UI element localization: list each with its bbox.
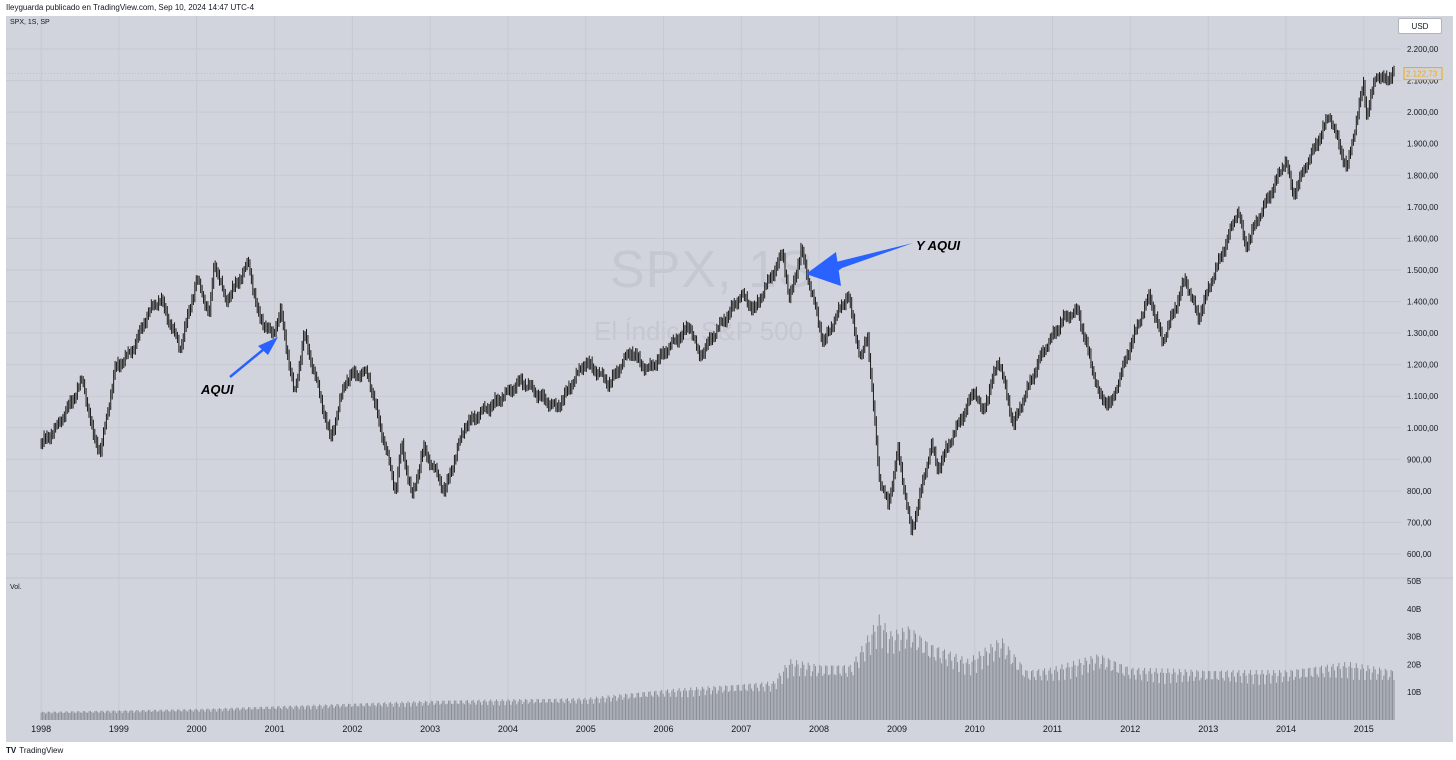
currency-selector[interactable]: USD	[1398, 18, 1442, 34]
y-tick-label: 700,00	[1407, 518, 1432, 527]
y-tick-label: 800,00	[1407, 487, 1432, 496]
x-tick-label: 2005	[576, 724, 596, 734]
x-tick-label: 1999	[109, 724, 129, 734]
y-tick-label: 1.400,00	[1407, 298, 1439, 307]
last-price-label: 2.122,73	[1406, 70, 1438, 79]
chart-canvas[interactable]: 1998 1999 2000 2001 2002 2003 2004 2005 2006 2007…	[6, 16, 1453, 742]
x-tick-label: 2013	[1198, 724, 1218, 734]
price-candles	[40, 65, 1395, 536]
y-tick-label: 1.700,00	[1407, 203, 1439, 212]
chart-pane[interactable]: SPX, 1S El Índice S&P 500 1998 1999 2000 20…	[6, 16, 1453, 742]
volume-label: Vol.	[10, 584, 22, 591]
y-tick-label: 1.300,00	[1407, 329, 1439, 338]
brand-name: TradingView	[19, 746, 64, 755]
y-tick-label: 1.900,00	[1407, 140, 1439, 149]
y-tick-label: 2.200,00	[1407, 45, 1439, 54]
y-tick-label: 2.000,00	[1407, 108, 1439, 117]
arrow-aqui-head	[258, 337, 278, 355]
volume-tick-label: 10B	[1407, 688, 1421, 697]
annotation-aqui: AQUI	[201, 382, 234, 397]
y-tick-label: 1.500,00	[1407, 266, 1439, 275]
y-tick-label: 1.200,00	[1407, 361, 1439, 370]
volume-tick-label: 50B	[1407, 577, 1421, 586]
y-tick-label: 2.100,00	[1407, 77, 1439, 86]
volume-bars	[40, 614, 1395, 720]
x-tick-label: 2011	[1043, 724, 1062, 734]
x-tick-label: 2000	[187, 724, 207, 734]
x-tick-label: 2004	[498, 724, 518, 734]
arrow-y-aqui-shaft	[828, 243, 913, 278]
y-tick-label: 900,00	[1407, 455, 1432, 464]
annotation-y-aqui: Y AQUI	[916, 238, 961, 253]
y-tick-label: 1.000,00	[1407, 424, 1439, 433]
tradingview-logo-icon: TV	[6, 746, 17, 755]
volume-tick-label: 30B	[1407, 633, 1421, 642]
y-tick-label: 600,00	[1407, 550, 1432, 559]
x-tick-label: 1998	[31, 724, 51, 734]
symbol-label: SPX, 1S, SP	[10, 19, 50, 26]
x-tick-label: 2006	[654, 724, 674, 734]
volume-tick-label: 20B	[1407, 660, 1421, 669]
footer: TV TradingView	[0, 744, 1456, 760]
x-tick-label: 2010	[965, 724, 985, 734]
x-tick-label: 2007	[731, 724, 751, 734]
x-tick-label: 2008	[809, 724, 829, 734]
annotation-arrows	[229, 243, 913, 378]
volume-tick-label: 40B	[1407, 605, 1421, 614]
x-tick-label: 2015	[1354, 724, 1374, 734]
x-tick-label: 2002	[342, 724, 362, 734]
publisher-header: Ileyguarda publicado en TradingView.com,…	[6, 3, 255, 12]
last-price-tag	[1403, 67, 1443, 81]
y-tick-label: 1.600,00	[1407, 234, 1439, 243]
watermark-subtitle: El Índice S&P 500	[594, 316, 804, 346]
x-tick-label: 2003	[420, 724, 440, 734]
x-tick-label: 2012	[1120, 724, 1140, 734]
arrow-aqui-shaft	[229, 348, 265, 378]
x-tick-label: 2001	[265, 724, 285, 734]
x-tick-label: 2009	[887, 724, 907, 734]
arrow-y-aqui-head	[806, 252, 841, 286]
axes: 1998 1999 2000 2001 2002 2003 2004 2005 2006 2007…	[31, 45, 1443, 734]
x-tick-label: 2014	[1276, 724, 1296, 734]
grid-lines	[6, 16, 1453, 720]
y-tick-label: 1.800,00	[1407, 171, 1439, 180]
y-tick-label: 1.100,00	[1407, 392, 1439, 401]
